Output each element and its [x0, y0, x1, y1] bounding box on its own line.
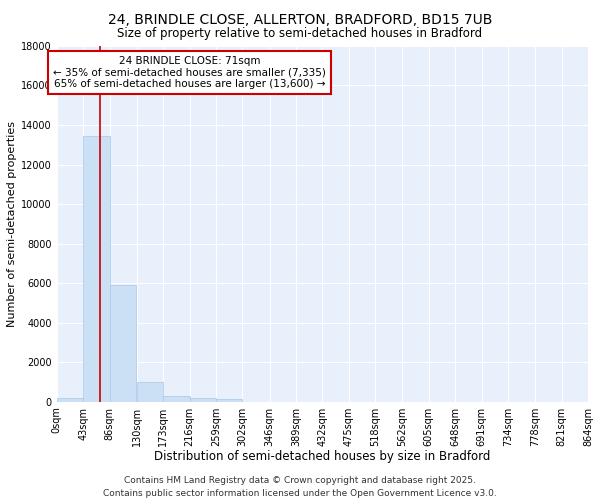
Bar — [137, 382, 163, 402]
Bar — [83, 136, 110, 402]
Bar — [190, 398, 216, 402]
Text: 24, BRINDLE CLOSE, ALLERTON, BRADFORD, BD15 7UB: 24, BRINDLE CLOSE, ALLERTON, BRADFORD, B… — [108, 12, 492, 26]
Bar — [163, 396, 190, 402]
Text: 24 BRINDLE CLOSE: 71sqm
← 35% of semi-detached houses are smaller (7,335)
65% of: 24 BRINDLE CLOSE: 71sqm ← 35% of semi-de… — [53, 56, 326, 89]
Bar — [57, 398, 83, 402]
Bar — [110, 285, 136, 402]
Text: Size of property relative to semi-detached houses in Bradford: Size of property relative to semi-detach… — [118, 28, 482, 40]
X-axis label: Distribution of semi-detached houses by size in Bradford: Distribution of semi-detached houses by … — [154, 450, 491, 463]
Y-axis label: Number of semi-detached properties: Number of semi-detached properties — [7, 121, 17, 327]
Text: Contains HM Land Registry data © Crown copyright and database right 2025.
Contai: Contains HM Land Registry data © Crown c… — [103, 476, 497, 498]
Bar — [216, 400, 242, 402]
